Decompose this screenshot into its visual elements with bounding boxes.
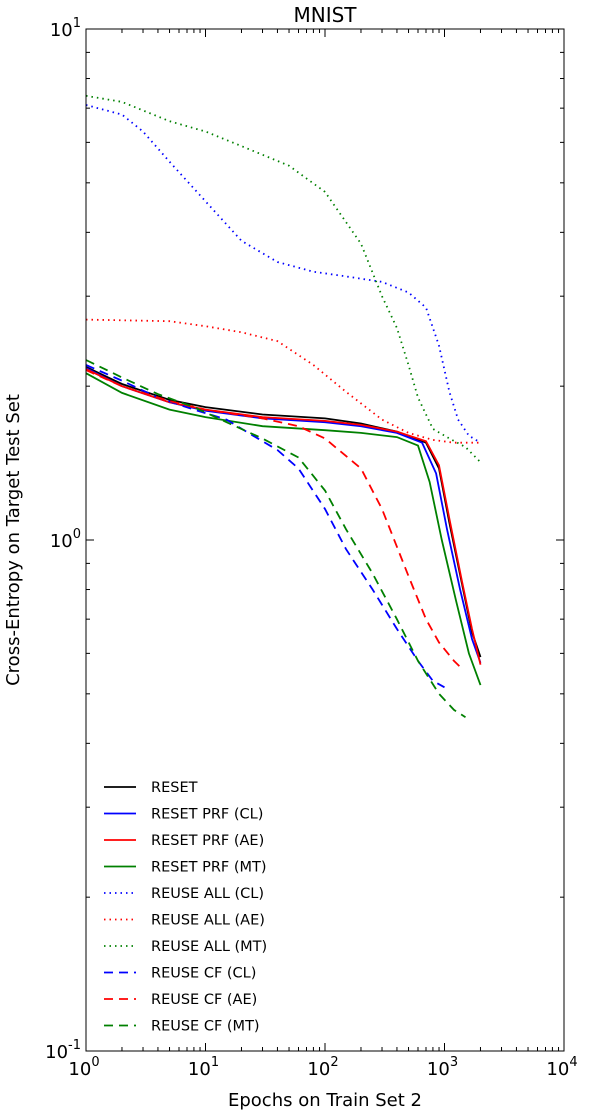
legend-label-4: REUSE ALL (CL) (151, 886, 264, 902)
series-line-8 (85, 369, 463, 670)
x-tick-label: 100 (68, 1055, 99, 1080)
legend-label-5: REUSE ALL (AE) (151, 913, 265, 929)
legend: RESET RESET PRF (CL) RESET PRF (AE) RESET P… (104, 780, 267, 1035)
legend-label-3: RESET PRF (MT) (151, 860, 267, 876)
series-line-0 (85, 366, 482, 658)
x-tick-label: 104 (546, 1055, 577, 1080)
x-tick-label: 101 (188, 1055, 219, 1080)
plot-lines (85, 94, 482, 718)
y-tick-label: 10-1 (45, 1038, 81, 1063)
series-line-9 (85, 359, 466, 718)
legend-label-7: REUSE CF (CL) (151, 966, 256, 982)
x-axis-label: Epochs on Train Set 2 (228, 1090, 422, 1111)
x-tick-label: 103 (427, 1055, 458, 1080)
series-line-7 (85, 364, 445, 689)
y-tick-label: 101 (50, 16, 81, 41)
legend-label-6: REUSE ALL (MT) (151, 939, 267, 955)
legend-label-0: RESET (151, 780, 198, 796)
chart-title: MNIST (293, 3, 357, 27)
y-axis-label: Cross-Entropy on Target Test Set (3, 394, 24, 686)
axis-ticks (85, 28, 565, 1052)
series-line-3 (85, 372, 482, 686)
legend-label-9: REUSE CF (MT) (151, 1019, 260, 1035)
legend-label-2: RESET PRF (AE) (151, 833, 264, 849)
x-tick-label: 102 (307, 1055, 338, 1080)
series-line-5 (85, 318, 481, 444)
y-tick-label: 100 (50, 527, 81, 552)
legend-label-1: RESET PRF (CL) (151, 807, 263, 823)
series-line-1 (85, 367, 482, 664)
series-line-2 (85, 368, 482, 665)
legend-label-8: REUSE CF (AE) (151, 992, 257, 1008)
series-line-6 (85, 94, 482, 463)
